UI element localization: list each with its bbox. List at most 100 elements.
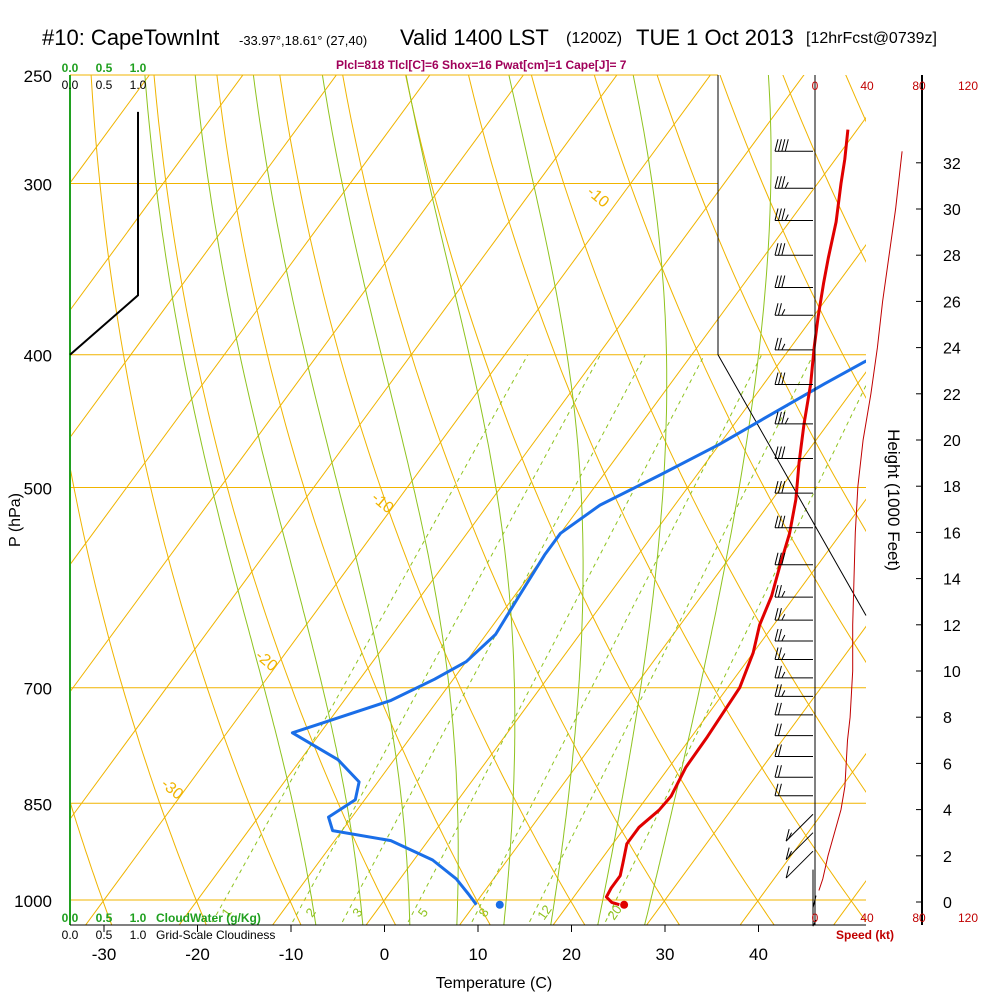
- wind-barb-flag: [781, 411, 786, 424]
- pressure-tick-label: 250: [24, 67, 52, 86]
- wind-barb: [774, 665, 813, 679]
- isotherm-line: [70, 75, 618, 820]
- temperature-tick-label: 10: [469, 945, 488, 964]
- wind-barb-flag: [781, 243, 786, 256]
- cloudiness-bottom-tick: 0.0: [62, 928, 79, 942]
- height-tick-label: 18: [943, 479, 961, 496]
- moist-adiabat-line: [321, 75, 459, 925]
- speed-top-tick: 0: [812, 79, 819, 93]
- height-tick-label: 16: [943, 525, 961, 542]
- moist-adiabat-line: [252, 75, 411, 925]
- wind-barb-flag: [774, 765, 779, 778]
- dry-adiabat-label: -20: [252, 647, 281, 675]
- cloudwater-bottom-tick: 1.0: [130, 911, 147, 925]
- wind-barb-flag: [777, 765, 782, 778]
- wind-barb-flag: [777, 702, 782, 716]
- wind-barb-flag: [774, 744, 779, 757]
- dry-adiabat-line: [656, 75, 866, 533]
- isotherm-line: [70, 75, 337, 439]
- wind-barb: [774, 584, 813, 598]
- moist-adiabat-line: [644, 75, 772, 925]
- wind-barb: [774, 337, 813, 351]
- wind-barb-flag: [777, 243, 782, 256]
- wind-barb-flag: [781, 613, 786, 621]
- valid-time: Valid 1400 LST: [400, 25, 549, 50]
- wind-barb-flag: [777, 684, 782, 697]
- wind-barb-flag: [785, 865, 790, 879]
- pressure-tick-label: 500: [24, 480, 52, 499]
- wind-barb-flag: [777, 411, 782, 424]
- wind-barb-flag: [781, 343, 786, 351]
- wind-barb-flag: [777, 481, 782, 494]
- speed-label: Speed (kt): [836, 928, 894, 942]
- isobars: [70, 74, 866, 901]
- height-tick-label: 4: [943, 803, 952, 820]
- cloudiness-bottom-tick: 0.5: [96, 928, 113, 942]
- moist-adiabat-line: [144, 75, 317, 925]
- mixing-ratio-line: [405, 354, 705, 925]
- wind-barb: [774, 481, 813, 494]
- wind-barb: [774, 608, 813, 621]
- speed-bottom-tick: 40: [860, 911, 874, 925]
- height-axis-label: Height (1000 Feet): [884, 429, 903, 571]
- wind-barb: [774, 552, 813, 566]
- pressure-tick-label: 400: [24, 347, 52, 366]
- wind-barb-flag: [774, 684, 779, 697]
- temperature-tick-label: 20: [562, 945, 581, 964]
- mixing-ratio-line: [469, 354, 763, 925]
- wind-barb: [774, 783, 813, 797]
- height-tick-label: 6: [943, 756, 952, 773]
- wind-barb-flag: [781, 690, 786, 697]
- plot-right-edge: [717, 75, 867, 616]
- wind-barb-flag: [774, 139, 779, 152]
- wind-barb: [774, 702, 813, 716]
- temperature-tick-label: -20: [185, 945, 210, 964]
- dry-adiabat-line: [153, 75, 397, 925]
- wind-barb-staff: [785, 850, 814, 879]
- wind-barb-flag: [781, 309, 786, 316]
- wind-barb-flag: [781, 208, 786, 221]
- height-tick-label: 2: [943, 849, 952, 866]
- cloudiness-profile: [69, 111, 139, 356]
- temperature-tick-label: 0: [380, 945, 389, 964]
- y-axis-label: P (hPa): [7, 493, 24, 547]
- wind-barb-flag: [777, 608, 782, 621]
- wind-barb: [774, 446, 813, 459]
- cloudwater-bottom-tick: 0.5: [96, 911, 113, 925]
- wind-barb-flag: [777, 139, 782, 152]
- dewpoint-line: [290, 359, 866, 906]
- isotherm-line: [85, 75, 711, 925]
- wind-barb-flag: [774, 608, 779, 621]
- isotherm-line: [70, 75, 524, 693]
- wind-barb-flag: [781, 515, 786, 528]
- dry-adiabat-line: [845, 75, 866, 123]
- wind-barb: [774, 411, 813, 425]
- isotherm-line: [924, 51, 1000, 929]
- wind-barb-flag: [777, 744, 782, 757]
- dry-adiabat-line: [405, 75, 775, 925]
- wind-barb-flag: [784, 214, 789, 221]
- moist-adiabat-line: [405, 75, 516, 925]
- wind-barb-flag: [774, 665, 779, 679]
- wind-barb-flag: [781, 653, 786, 660]
- wind-barb-flag: [774, 337, 779, 351]
- dry-adiabat-line: [342, 75, 681, 925]
- wind-barb: [774, 275, 813, 289]
- wind-barb-flag: [774, 783, 779, 796]
- height-tick-label: 30: [943, 202, 961, 219]
- height-tick-label: 26: [943, 294, 961, 311]
- dry-adiabat-label: -30: [158, 776, 187, 804]
- wind-barb-flag: [777, 584, 782, 598]
- wind-barb: [774, 723, 813, 737]
- wind-barb-flag: [774, 552, 779, 565]
- isotherm-line: [833, 880, 866, 925]
- height-tick-label: 22: [943, 387, 961, 404]
- wind-barb: [774, 765, 813, 778]
- temperature-tick-label: 40: [749, 945, 768, 964]
- height-tick-label: 12: [943, 618, 961, 635]
- wind-barb: [774, 243, 813, 256]
- wind-barb-flag: [774, 647, 779, 660]
- wind-barb-flag: [785, 847, 790, 860]
- wind-barb: [774, 176, 813, 189]
- wind-barb-flag: [777, 275, 782, 288]
